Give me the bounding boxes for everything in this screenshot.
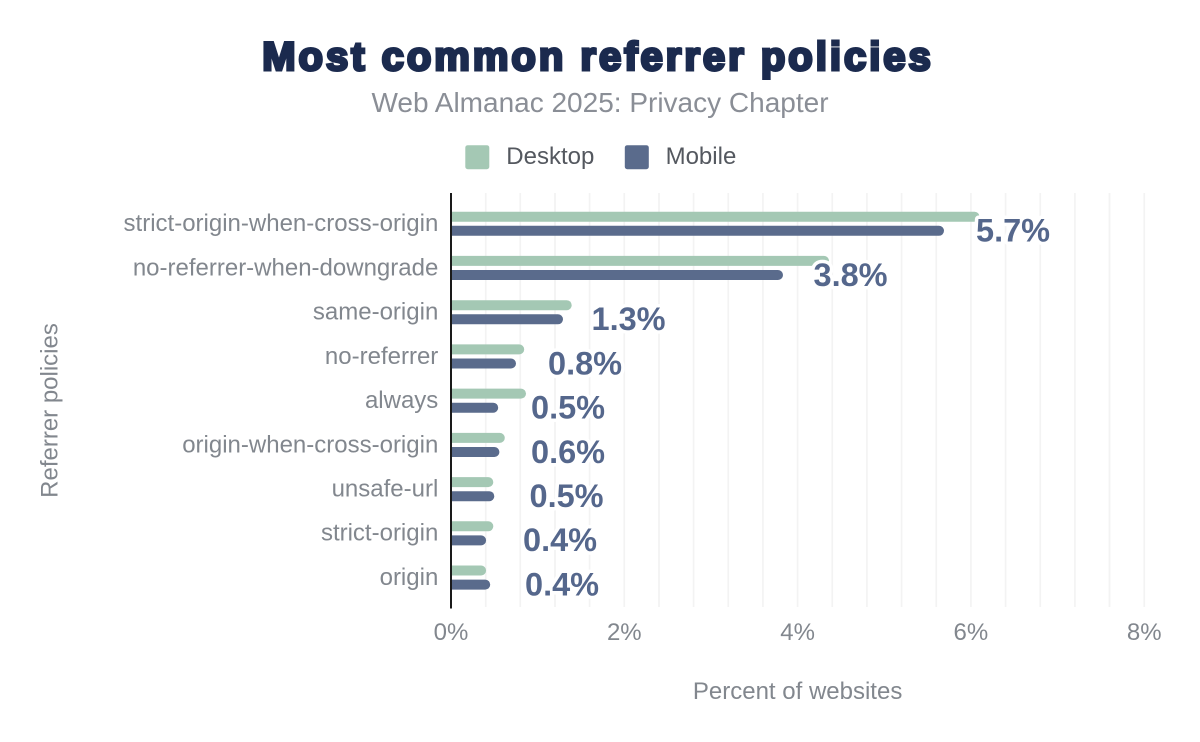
svg-text:8%: 8% — [1127, 619, 1162, 646]
svg-text:4%: 4% — [780, 619, 815, 646]
svg-text:Desktop: Desktop — [506, 143, 594, 170]
svg-text:0.5%: 0.5% — [530, 478, 604, 514]
svg-text:Mobile: Mobile — [666, 143, 737, 170]
svg-text:same-origin: same-origin — [313, 299, 438, 326]
svg-text:Web Almanac 2025: Privacy Chap: Web Almanac 2025: Privacy Chapter — [371, 87, 828, 118]
svg-text:6%: 6% — [954, 619, 989, 646]
svg-text:2%: 2% — [607, 619, 642, 646]
svg-text:origin: origin — [380, 564, 439, 591]
svg-text:0.6%: 0.6% — [531, 434, 605, 470]
svg-text:0.8%: 0.8% — [548, 345, 622, 381]
svg-text:0.5%: 0.5% — [531, 390, 605, 426]
svg-text:origin-when-cross-origin: origin-when-cross-origin — [182, 431, 438, 458]
svg-text:1.3%: 1.3% — [592, 301, 666, 337]
svg-text:3.8%: 3.8% — [814, 257, 888, 293]
svg-text:5.7%: 5.7% — [976, 213, 1050, 249]
svg-text:no-referrer: no-referrer — [325, 343, 438, 370]
svg-text:0.4%: 0.4% — [525, 566, 599, 602]
svg-text:always: always — [365, 387, 438, 414]
svg-text:no-referrer-when-downgrade: no-referrer-when-downgrade — [133, 254, 438, 281]
svg-text:Percent of websites: Percent of websites — [693, 678, 902, 705]
svg-text:strict-origin: strict-origin — [321, 520, 438, 547]
svg-text:unsafe-url: unsafe-url — [332, 476, 439, 503]
svg-text:0.4%: 0.4% — [523, 522, 597, 558]
svg-text:Referrer policies: Referrer policies — [36, 323, 63, 498]
svg-text:0%: 0% — [434, 619, 469, 646]
svg-text:Most common referrer policies: Most common referrer policies — [262, 35, 934, 79]
svg-text:strict-origin-when-cross-origi: strict-origin-when-cross-origin — [124, 210, 439, 237]
